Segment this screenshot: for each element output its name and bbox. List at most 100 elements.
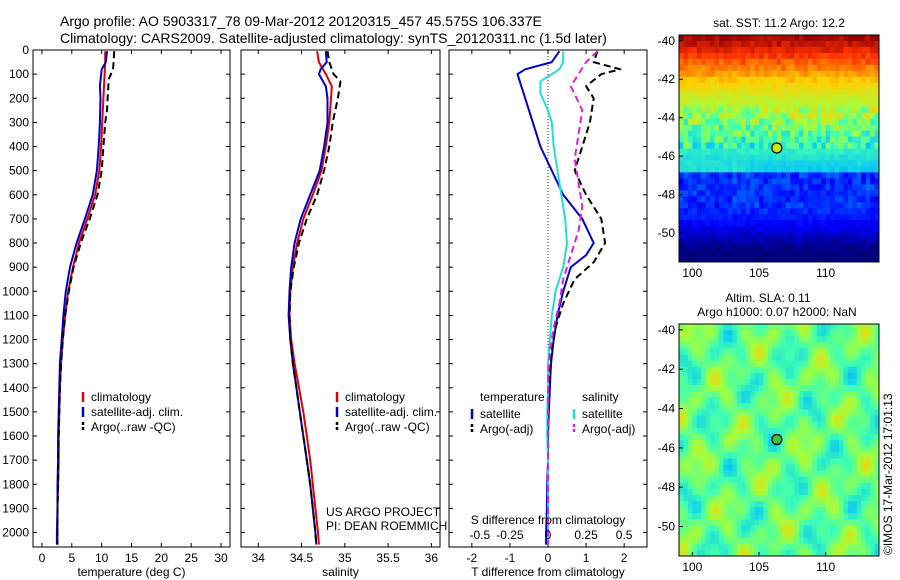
map-cell bbox=[790, 136, 795, 143]
map-cell bbox=[790, 537, 795, 545]
map-cell bbox=[847, 336, 853, 343]
map-cell bbox=[696, 415, 702, 423]
map-cell bbox=[812, 519, 818, 526]
map-cell bbox=[870, 172, 875, 179]
map-cell bbox=[692, 46, 698, 54]
map-cell bbox=[821, 397, 827, 404]
map-cell bbox=[741, 142, 747, 149]
map-cell bbox=[874, 124, 880, 131]
map-cell bbox=[776, 202, 782, 209]
map-cell bbox=[785, 427, 791, 435]
map-cell bbox=[821, 190, 827, 197]
map-cell bbox=[745, 507, 751, 514]
map-cell bbox=[834, 160, 840, 167]
map-cell bbox=[847, 214, 853, 221]
map-y-tick-label: -40 bbox=[658, 34, 676, 48]
map-cell bbox=[816, 336, 822, 343]
map-cell bbox=[750, 336, 755, 343]
map-cell bbox=[732, 220, 738, 227]
map-cell bbox=[816, 543, 822, 551]
map-cell bbox=[776, 391, 782, 398]
map-cell bbox=[794, 348, 800, 355]
map-cell bbox=[754, 64, 760, 72]
map-cell bbox=[865, 238, 871, 245]
map-cell bbox=[772, 378, 778, 386]
map-cell bbox=[852, 202, 858, 209]
map-cell bbox=[767, 354, 773, 362]
map-cell bbox=[874, 136, 880, 143]
map-cell bbox=[723, 537, 729, 545]
map-cell bbox=[719, 488, 724, 496]
map-cell bbox=[874, 166, 880, 173]
map-cell bbox=[727, 409, 733, 416]
map-cell bbox=[705, 160, 711, 167]
map-cell bbox=[696, 476, 702, 484]
map-cell bbox=[736, 378, 742, 386]
map-cell bbox=[750, 378, 755, 386]
map-cell bbox=[834, 464, 840, 471]
map-cell bbox=[790, 112, 795, 120]
map-cell bbox=[687, 190, 693, 197]
map-cell bbox=[750, 154, 755, 161]
map-y-tick-label: -42 bbox=[658, 362, 676, 376]
map-cell bbox=[856, 40, 862, 48]
map-cell bbox=[799, 360, 804, 368]
map-cell bbox=[839, 385, 844, 392]
map-cell bbox=[754, 250, 760, 257]
map-cell bbox=[799, 226, 804, 233]
map-cell bbox=[803, 488, 809, 496]
map-cell bbox=[830, 166, 835, 173]
map-cell bbox=[861, 148, 867, 155]
map-cell bbox=[781, 525, 787, 532]
map-cell bbox=[807, 82, 813, 90]
map-cell bbox=[763, 342, 769, 349]
map-cell bbox=[861, 366, 867, 374]
map-cell bbox=[781, 409, 787, 416]
map-cell bbox=[821, 507, 827, 514]
map-cell bbox=[816, 403, 822, 410]
map-cell bbox=[816, 226, 822, 233]
map-cell bbox=[847, 190, 853, 197]
map-cell bbox=[847, 184, 853, 191]
map-cell bbox=[785, 543, 791, 551]
map-cell bbox=[816, 238, 822, 245]
map-cell bbox=[741, 433, 747, 441]
map-cell bbox=[812, 46, 818, 54]
map-cell bbox=[870, 446, 875, 453]
map-cell bbox=[750, 360, 755, 368]
map-cell bbox=[870, 494, 875, 502]
map-cell bbox=[821, 452, 827, 459]
map-cell bbox=[852, 220, 858, 227]
map-cell bbox=[856, 196, 862, 203]
map-cell bbox=[807, 385, 813, 392]
map-cell bbox=[834, 409, 840, 416]
map-cell bbox=[870, 136, 875, 143]
map-cell bbox=[692, 76, 698, 84]
map-cell bbox=[816, 244, 822, 251]
map-cell bbox=[701, 250, 707, 257]
map-cell bbox=[687, 543, 693, 551]
map-cell bbox=[816, 106, 822, 114]
map-cell bbox=[719, 184, 724, 191]
map-cell bbox=[763, 106, 769, 114]
map-cell bbox=[750, 196, 755, 203]
map-cell bbox=[719, 256, 724, 263]
map-cell bbox=[834, 336, 840, 343]
map-cell bbox=[856, 494, 862, 502]
map-cell bbox=[776, 549, 782, 557]
map-cell bbox=[741, 88, 747, 96]
map-cell bbox=[812, 482, 818, 490]
map-cell bbox=[705, 494, 711, 502]
map-cell bbox=[856, 482, 862, 490]
map-cell bbox=[705, 409, 711, 416]
map-cell bbox=[679, 64, 684, 72]
map-cell bbox=[701, 342, 707, 349]
map-cell bbox=[719, 378, 724, 386]
map-cell bbox=[852, 142, 858, 149]
map-cell bbox=[723, 409, 729, 416]
map-cell bbox=[799, 421, 804, 429]
map-cell bbox=[794, 366, 800, 374]
map-cell bbox=[861, 525, 867, 532]
map-cell bbox=[776, 366, 782, 374]
map-cell bbox=[852, 160, 858, 167]
